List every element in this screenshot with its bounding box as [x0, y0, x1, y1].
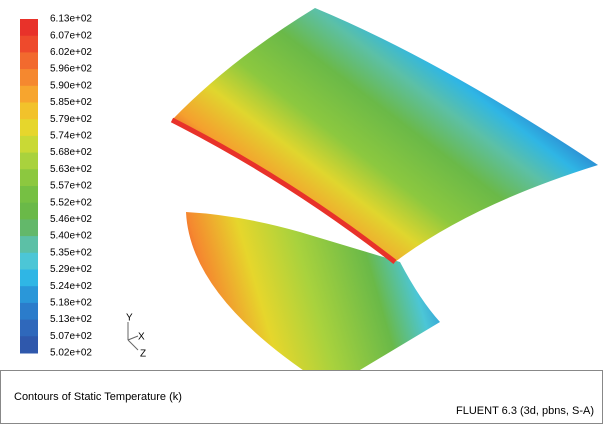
colorbar-block [20, 303, 38, 320]
axis-triad: Y X Z [126, 313, 146, 360]
axis-label: Z [140, 349, 146, 360]
colorbar-block [20, 270, 38, 287]
colorbar-label: 6.02e+02 [50, 47, 92, 58]
footer-title: Contours of Static Temperature (k) [14, 391, 182, 403]
colorbar-block [20, 186, 38, 203]
colorbar-label: 5.96e+02 [50, 64, 92, 75]
colorbar-block [20, 236, 38, 253]
colorbar-label: 5.63e+02 [50, 164, 92, 175]
colorbar-label: 5.57e+02 [50, 181, 92, 192]
colorbar-block [20, 103, 38, 120]
colorbar-label: 5.07e+02 [50, 331, 92, 342]
colorbar-block [20, 219, 38, 236]
colorbar-label: 5.29e+02 [50, 264, 92, 275]
colorbar-label: 5.79e+02 [50, 114, 92, 125]
colorbar-block [20, 320, 38, 337]
footer-version: FLUENT 6.3 (3d, pbns, S-A) [456, 405, 594, 417]
colorbar-block [20, 203, 38, 220]
page: {"colorbar": { "labels": ["6.13e+02","6.… [0, 0, 603, 424]
colorbar-label: 6.13e+02 [50, 14, 92, 25]
colorbar-block [20, 136, 38, 153]
colorbar-block [20, 86, 38, 103]
colorbar-block [20, 336, 38, 353]
colorbar-label: 6.07e+02 [50, 30, 92, 41]
axis-label: Y [126, 313, 133, 324]
fluent-window: 6.13e+02 6.07e+02 6.02e+02 5.96e+02 5.90e+02… [0, 0, 603, 424]
colorbar-label: 5.13e+02 [50, 314, 92, 325]
triad-x [128, 336, 138, 340]
colorbar-block [20, 153, 38, 170]
colorbar-label: 5.18e+02 [50, 298, 92, 309]
colorbar-block [20, 286, 38, 303]
colorbar-block [20, 69, 38, 86]
colorbar-label: 5.68e+02 [50, 147, 92, 158]
colorbar-block [20, 19, 38, 36]
colorbar: 6.13e+02 6.07e+02 6.02e+02 5.96e+02 5.90e+02… [20, 14, 92, 359]
colorbar-block [20, 169, 38, 186]
triad-z [128, 340, 138, 350]
axis-label: X [138, 332, 145, 343]
colorbar-block [20, 253, 38, 270]
colorbar-label: 5.02e+02 [50, 348, 92, 359]
colorbar-label: 5.74e+02 [50, 131, 92, 142]
colorbar-label: 5.35e+02 [50, 247, 92, 258]
colorbar-label: 5.40e+02 [50, 231, 92, 242]
colorbar-label: 5.85e+02 [50, 97, 92, 108]
colorbar-block [20, 52, 38, 69]
colorbar-block [20, 36, 38, 53]
colorbar-label: 5.90e+02 [50, 80, 92, 91]
colorbar-label: 5.46e+02 [50, 214, 92, 225]
colorbar-block [20, 119, 38, 136]
colorbar-label: 5.24e+02 [50, 281, 92, 292]
colorbar-label: 5.52e+02 [50, 197, 92, 208]
